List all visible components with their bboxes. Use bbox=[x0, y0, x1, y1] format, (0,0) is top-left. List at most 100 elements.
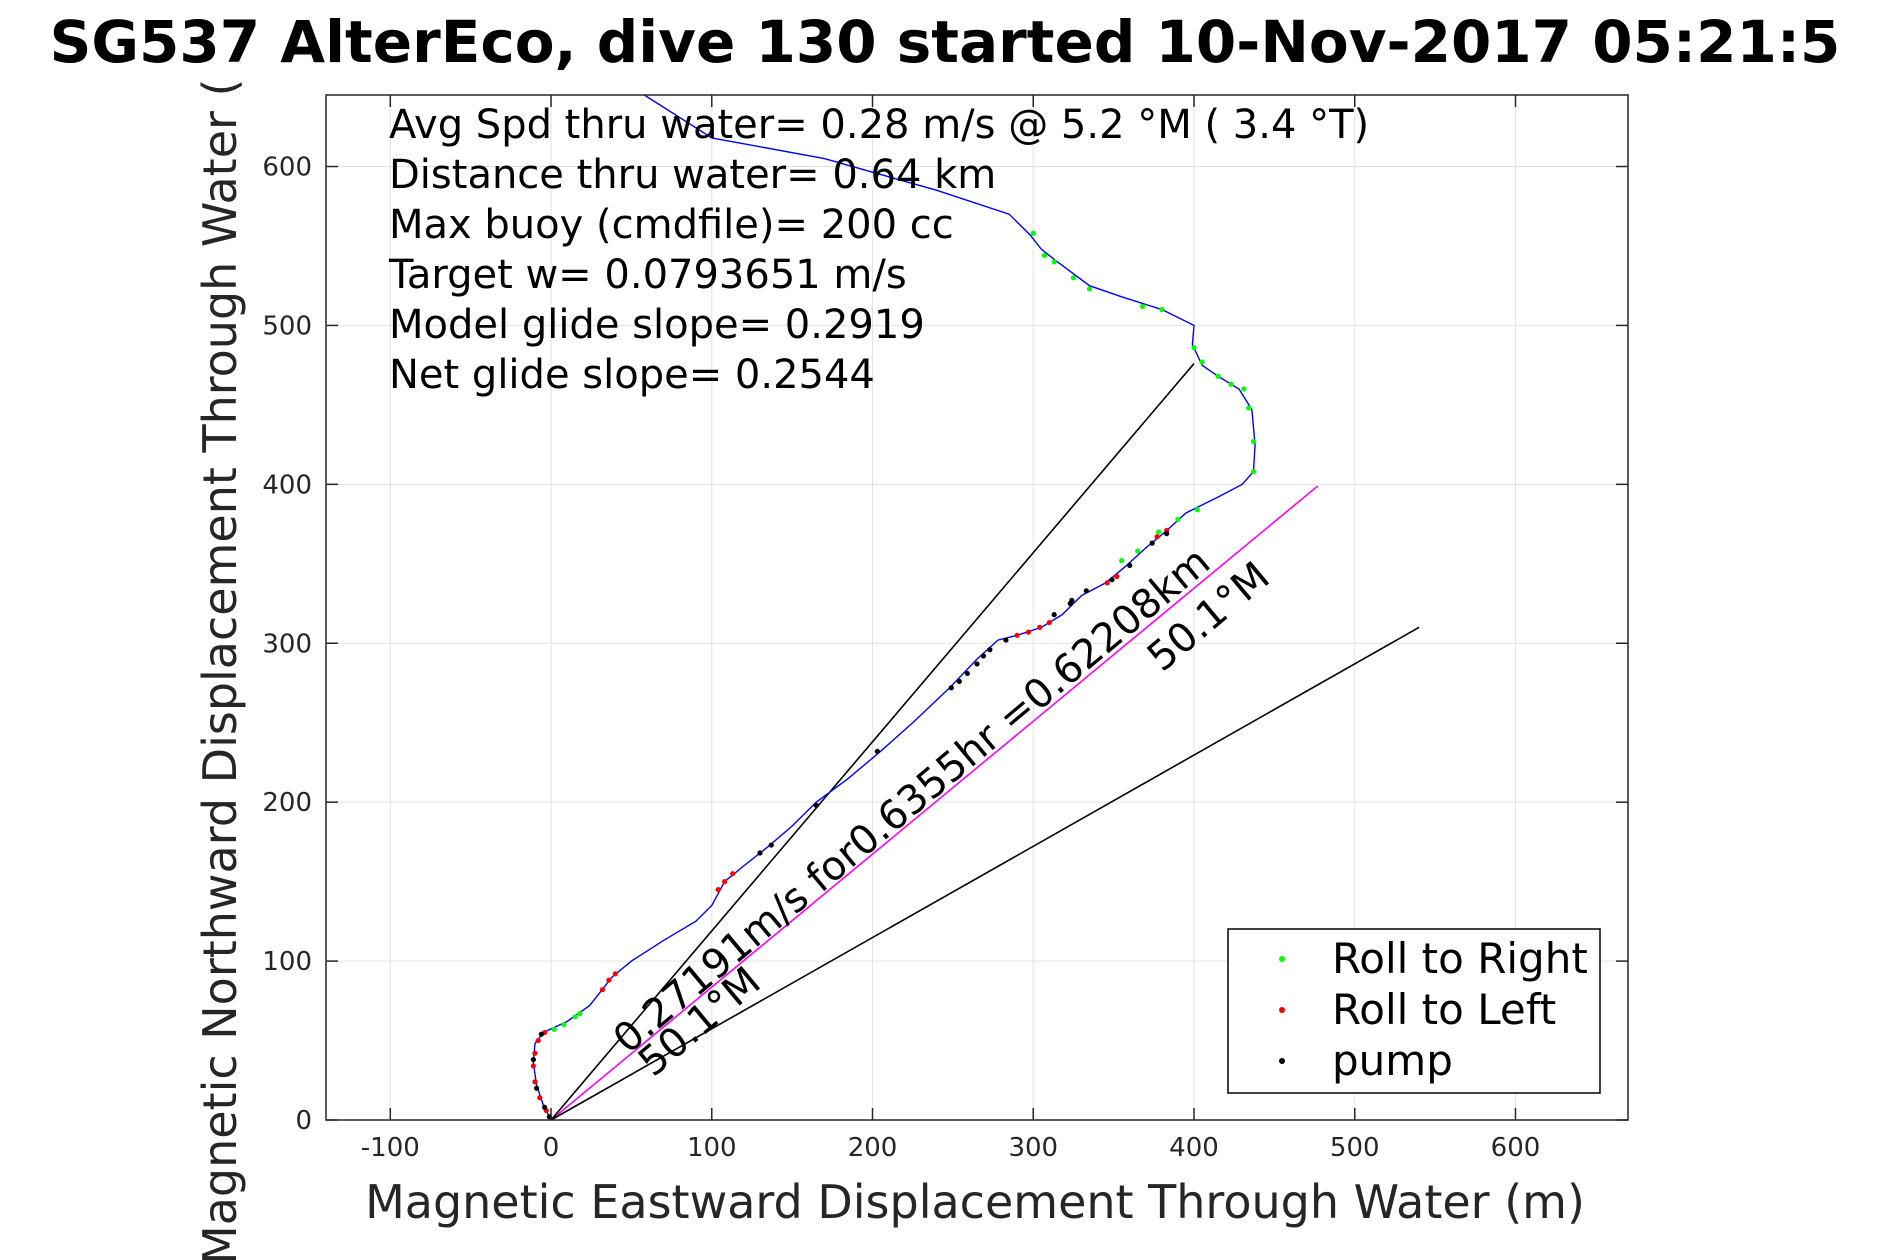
y-tick-label: 400 bbox=[262, 470, 312, 500]
y-tick-label: 500 bbox=[262, 311, 312, 341]
marker-roll-to-left bbox=[1104, 580, 1110, 586]
marker-pump bbox=[1109, 577, 1115, 583]
marker-roll-to-right bbox=[1086, 286, 1093, 292]
marker-roll-to-right bbox=[572, 1014, 578, 1020]
marker-pump bbox=[1149, 540, 1155, 546]
marker-roll-to-right bbox=[1246, 405, 1252, 411]
marker-roll-to-right bbox=[1199, 359, 1205, 365]
marker-roll-to-right bbox=[1156, 529, 1162, 535]
x-tick-label: 200 bbox=[848, 1133, 898, 1163]
marker-roll-to-right bbox=[1175, 516, 1181, 522]
marker-pump bbox=[964, 670, 970, 677]
legend-marker-pump bbox=[1279, 1058, 1285, 1064]
marker-roll-to-right bbox=[1194, 507, 1200, 513]
plot-frame bbox=[325, 94, 1629, 1121]
marker-roll-to-left bbox=[730, 871, 736, 877]
marker-roll-to-left bbox=[606, 977, 612, 983]
marker-pump bbox=[533, 1085, 540, 1091]
marker-roll-to-right bbox=[551, 1026, 557, 1033]
annotation-net-glide: Net glide slope= 0.2544 bbox=[389, 352, 875, 398]
x-tick-label: 300 bbox=[1008, 1133, 1058, 1163]
annotation-distance: Distance thru water= 0.64 km bbox=[389, 152, 996, 198]
legend-label-roll-left: Roll to Left bbox=[1332, 985, 1556, 1034]
legend-marker-roll-left bbox=[1279, 1007, 1285, 1013]
marker-pump bbox=[987, 647, 993, 653]
marker-roll-to-left bbox=[530, 1063, 536, 1069]
chart-title: SG537 AlterEco, dive 130 started 10-Nov-… bbox=[50, 8, 1841, 76]
reference-line-right-reference bbox=[550, 626, 1420, 1121]
marker-roll-to-left bbox=[1046, 619, 1052, 626]
marker-roll-to-right bbox=[1250, 469, 1257, 475]
annotation-target-w: Target w= 0.0793651 m/s bbox=[388, 252, 907, 298]
y-axis-label: Magnetic Northward Displacement Through … bbox=[193, 79, 247, 1260]
y-tick-label: 0 bbox=[295, 1106, 312, 1136]
x-tick-label: 600 bbox=[1491, 1133, 1541, 1163]
marker-roll-to-left bbox=[722, 879, 728, 885]
marker-roll-to-right bbox=[1250, 438, 1257, 445]
annotation-model-glide: Model glide slope= 0.2919 bbox=[389, 302, 925, 348]
reference-line-left-reference bbox=[550, 363, 1195, 1121]
marker-roll-to-left bbox=[1154, 534, 1160, 540]
x-tick-label: 500 bbox=[1330, 1133, 1380, 1163]
marker-pump bbox=[1083, 588, 1089, 594]
marker-pump bbox=[948, 685, 954, 691]
marker-pump bbox=[956, 678, 962, 684]
marker-pump bbox=[530, 1057, 536, 1063]
marker-roll-to-left bbox=[1037, 624, 1043, 630]
marker-roll-to-right bbox=[577, 1010, 583, 1017]
marker-roll-to-left bbox=[1014, 632, 1020, 638]
legend-label-pump: pump bbox=[1332, 1036, 1453, 1085]
marker-pump bbox=[874, 748, 880, 754]
marker-pump bbox=[542, 1104, 548, 1110]
marker-roll-to-right bbox=[1191, 345, 1197, 351]
marker-pump bbox=[768, 842, 774, 848]
marker-pump bbox=[813, 802, 819, 808]
marker-roll-to-right bbox=[1119, 558, 1125, 564]
annotation-avg-speed: Avg Spd thru water= 0.28 m/s @ 5.2 °M ( … bbox=[389, 102, 1369, 148]
marker-roll-to-left bbox=[535, 1037, 541, 1044]
marker-series bbox=[530, 230, 1257, 1120]
marker-roll-to-left bbox=[599, 987, 606, 993]
marker-roll-to-right bbox=[1030, 230, 1036, 236]
y-tick-label: 600 bbox=[262, 153, 312, 183]
legend-box bbox=[1227, 928, 1601, 1094]
marker-roll-to-right bbox=[1228, 381, 1234, 387]
marker-roll-to-right bbox=[1135, 548, 1141, 554]
reference-lines bbox=[550, 363, 1420, 1121]
marker-roll-to-right bbox=[1159, 306, 1165, 313]
legend-label-roll-right: Roll to Right bbox=[1332, 934, 1588, 983]
x-axis-label: Magnetic Eastward Displacement Through W… bbox=[365, 1175, 1585, 1229]
marker-roll-to-left bbox=[715, 886, 721, 893]
marker-pump bbox=[1069, 597, 1075, 603]
x-tick-label: 400 bbox=[1169, 1133, 1219, 1163]
y-tick-label: 200 bbox=[262, 788, 312, 818]
marker-pump bbox=[538, 1031, 544, 1037]
marker-roll-to-right bbox=[1041, 252, 1048, 259]
legend: Roll to Right Roll to Left pump bbox=[1227, 928, 1601, 1094]
marker-roll-to-right bbox=[1070, 275, 1077, 281]
axis-ticks: -100 0 100 200 300 400 500 600 0 100 200 300 400 500 6… bbox=[262, 95, 1628, 1163]
marker-pump bbox=[974, 661, 980, 667]
marker-pump bbox=[1051, 612, 1057, 618]
x-tick-label: -100 bbox=[361, 1133, 420, 1163]
marker-roll-to-right bbox=[1215, 373, 1221, 379]
marker-roll-to-right bbox=[1139, 303, 1146, 309]
x-tick-label: 0 bbox=[543, 1133, 560, 1163]
marker-pump bbox=[1127, 562, 1133, 568]
y-tick-label: 300 bbox=[262, 629, 312, 659]
marker-roll-to-left bbox=[612, 971, 618, 977]
annotation-block: Avg Spd thru water= 0.28 m/s @ 5.2 °M ( … bbox=[388, 102, 1369, 398]
marker-roll-to-left bbox=[532, 1050, 538, 1056]
marker-pump bbox=[1164, 531, 1170, 537]
marker-roll-to-left bbox=[532, 1079, 538, 1085]
marker-pump bbox=[980, 653, 987, 659]
marker-roll-to-right bbox=[1051, 259, 1057, 265]
marker-roll-to-left bbox=[1025, 629, 1032, 635]
marker-roll-to-right bbox=[561, 1022, 567, 1028]
marker-roll-to-left bbox=[537, 1095, 543, 1101]
marker-pump bbox=[1003, 637, 1009, 643]
x-tick-label: 100 bbox=[687, 1133, 737, 1163]
marker-roll-to-left bbox=[1114, 573, 1120, 580]
marker-roll-to-right bbox=[1241, 386, 1247, 392]
